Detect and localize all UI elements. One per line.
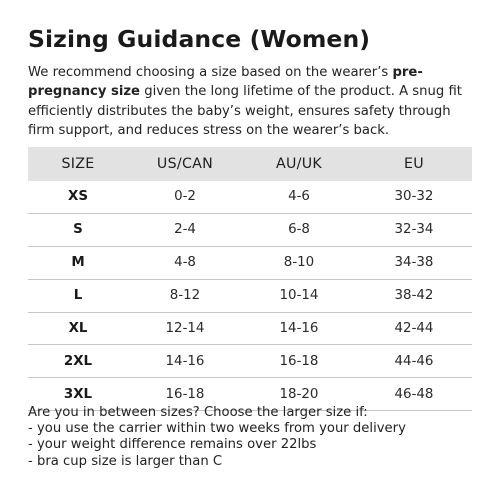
au-uk-cell: 8-10 <box>242 246 356 280</box>
eu-cell: 46-48 <box>356 377 472 412</box>
us-can-cell: 8-12 <box>128 279 242 313</box>
size-cell: 3XL <box>28 377 128 412</box>
header-size: SIZE <box>28 147 128 181</box>
size-cell: M <box>28 246 128 280</box>
us-can-cell: 0-2 <box>128 181 242 214</box>
eu-cell: 30-32 <box>356 181 472 214</box>
au-uk-cell: 4-6 <box>242 181 356 214</box>
advice-question: Are you in between sizes? Choose the lar… <box>28 405 368 420</box>
intro-emphasis: pre-pregnancy size <box>28 65 423 100</box>
us-can-cell: 2-4 <box>128 213 242 247</box>
au-uk-cell: 16-18 <box>242 344 356 379</box>
eu-cell: 44-46 <box>356 344 472 379</box>
page-title: Sizing Guidance (Women) <box>28 25 371 53</box>
header-eu: EU <box>356 147 472 181</box>
size-advice: Are you in between sizes? Choose the lar… <box>28 405 488 470</box>
table-row: S 2-4 6-8 32-34 <box>28 213 472 247</box>
advice-item: - bra cup size is larger than C <box>28 453 223 469</box>
eu-cell: 34-38 <box>356 246 472 280</box>
table-row: XL 12-14 14-16 42-44 <box>28 312 472 346</box>
header-au-uk: AU/UK <box>242 147 356 181</box>
table-row: XS 0-2 4-6 30-32 <box>28 181 472 214</box>
size-cell: 2XL <box>28 344 128 379</box>
intro-paragraph: We recommend choosing a size based on th… <box>28 63 478 140</box>
eu-cell: 32-34 <box>356 213 472 247</box>
table-row: L 8-12 10-14 38-42 <box>28 279 472 313</box>
au-uk-cell: 18-20 <box>242 377 356 412</box>
advice-item: - your weight difference remains over 22… <box>28 437 317 453</box>
us-can-cell: 4-8 <box>128 246 242 280</box>
size-cell: L <box>28 279 128 313</box>
us-can-cell: 14-16 <box>128 344 242 379</box>
table-row: 3XL 16-18 18-20 46-48 <box>28 377 472 412</box>
au-uk-cell: 10-14 <box>242 279 356 313</box>
size-cell: XL <box>28 312 128 346</box>
size-cell: XS <box>28 181 128 214</box>
intro-text-end: given the long lifetime of the product. … <box>28 84 462 138</box>
table-header-row: SIZE US/CAN AU/UK EU <box>28 147 472 181</box>
intro-text-start: We recommend choosing a size based on th… <box>28 65 393 80</box>
size-table: SIZE US/CAN AU/UK EU XS 0-2 4-6 30-32 S … <box>28 147 472 412</box>
header-us-can: US/CAN <box>128 147 242 181</box>
au-uk-cell: 6-8 <box>242 213 356 247</box>
us-can-cell: 12-14 <box>128 312 242 346</box>
au-uk-cell: 14-16 <box>242 312 356 346</box>
size-cell: S <box>28 213 128 247</box>
advice-item: - you use the carrier within two weeks f… <box>28 421 406 437</box>
us-can-cell: 16-18 <box>128 377 242 412</box>
eu-cell: 42-44 <box>356 312 472 346</box>
eu-cell: 38-42 <box>356 279 472 313</box>
table-row: M 4-8 8-10 34-38 <box>28 246 472 280</box>
table-row: 2XL 14-16 16-18 44-46 <box>28 344 472 379</box>
